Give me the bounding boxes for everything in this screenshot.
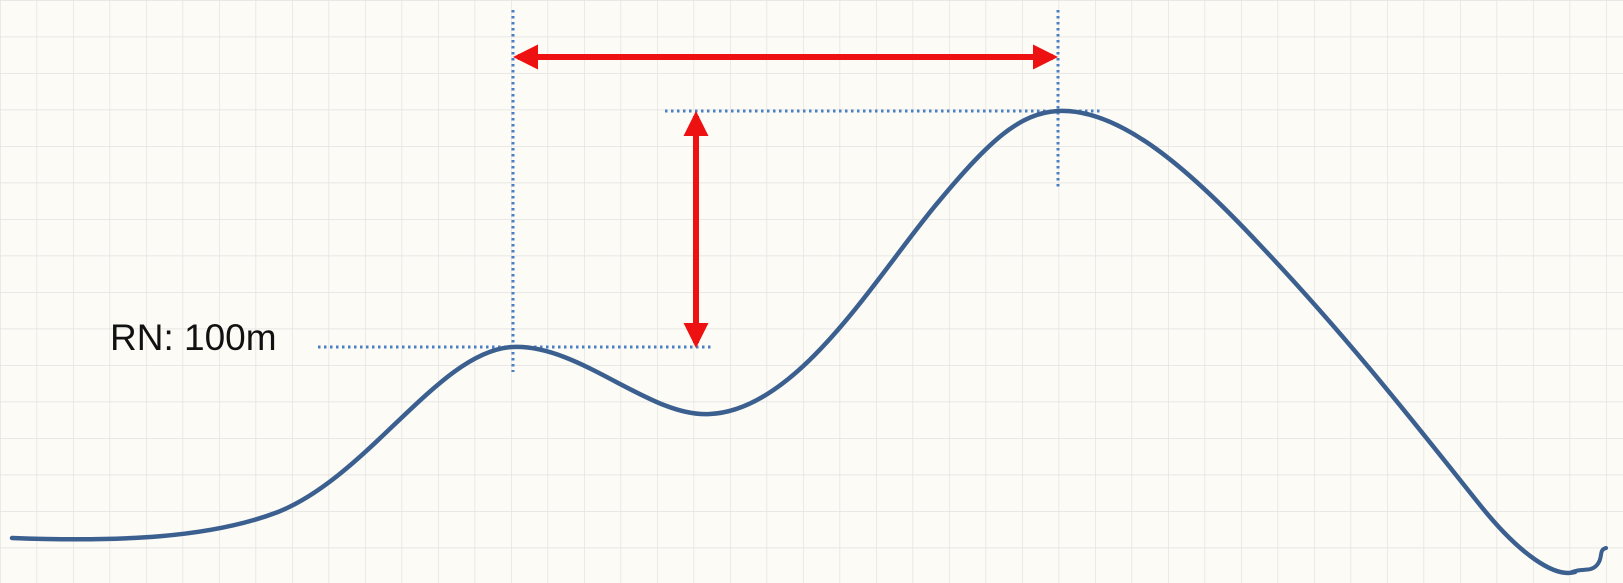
terrain-profile-curve <box>9 108 1578 576</box>
squiggle-mark-icon <box>1570 546 1608 574</box>
reference-level-label: RN: 100m <box>110 317 277 358</box>
guide-lines <box>318 10 1103 372</box>
